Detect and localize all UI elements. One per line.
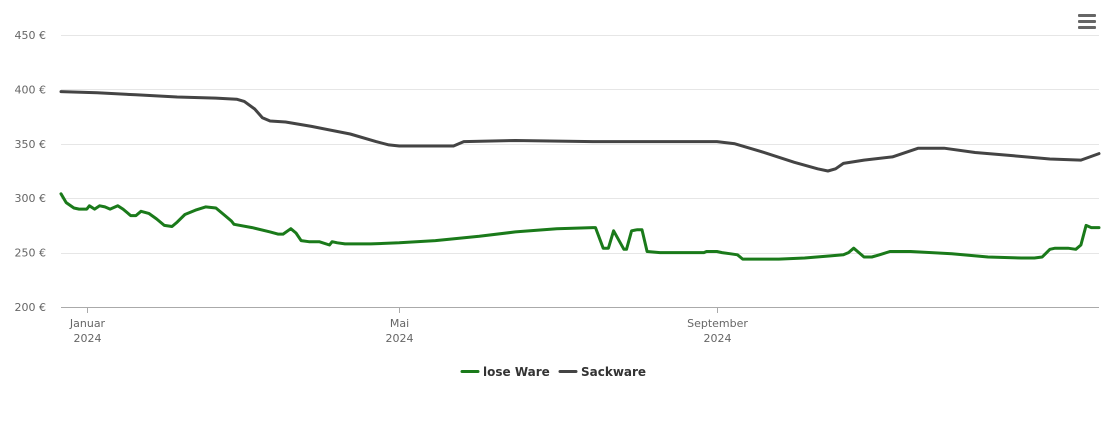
series-line (59, 192, 1101, 261)
y-tick-label: 300 € (15, 192, 47, 205)
legend: lose Ware Sackware (460, 365, 646, 379)
legend-item[interactable]: Sackware (558, 365, 646, 379)
y-axis-labels: 200 € 250 € 300 € 350 € 400 € 450 € (15, 29, 47, 314)
y-tick-label: 200 € (15, 301, 47, 314)
legend-label: lose Ware (483, 365, 550, 379)
chart-menu-button[interactable] (1074, 10, 1100, 34)
x-tick-label-month: September (687, 317, 748, 330)
x-tick-label-year: 2024 (704, 332, 732, 345)
y-tick-label: 400 € (15, 83, 47, 96)
legend-label: Sackware (581, 365, 646, 379)
series-line (59, 90, 1101, 173)
y-tick-label: 450 € (15, 29, 47, 42)
y-tick-label: 350 € (15, 138, 47, 151)
x-axis-ticks: Januar 2024 Mai 2024 September 2024 (69, 307, 748, 345)
x-tick-label-month: Mai (390, 317, 409, 330)
legend-item[interactable]: lose Ware (460, 365, 550, 379)
series-layer (59, 90, 1101, 261)
grid-lines (61, 35, 1099, 254)
x-tick-label-year: 2024 (74, 332, 102, 345)
x-tick-label-month: Januar (69, 317, 106, 330)
x-tick-label-year: 2024 (386, 332, 414, 345)
y-tick-label: 250 € (15, 247, 47, 260)
hamburger-menu-icon (1078, 14, 1096, 29)
